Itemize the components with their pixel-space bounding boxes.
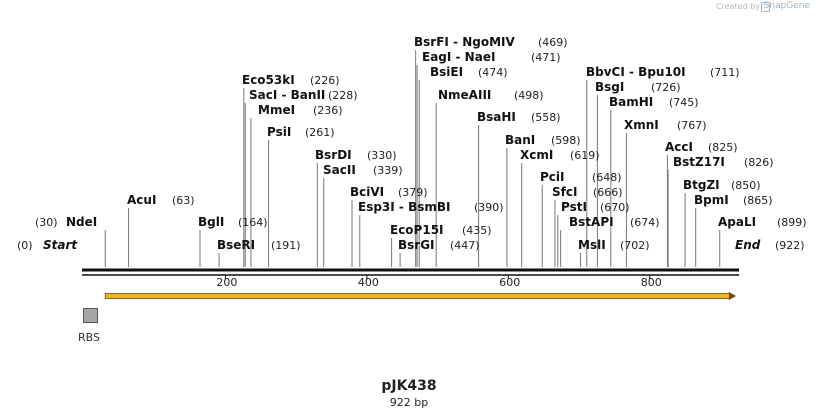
site-position-bsahi: (558): [531, 111, 561, 124]
site-label-start[interactable]: Start: [43, 238, 78, 252]
site-position-xmni: (767): [677, 119, 707, 132]
site-position-esp3i-bsmbi: (390): [474, 201, 504, 214]
ruler-label-200: 200: [216, 276, 237, 289]
site-position-bsrfi-ngomiv: (469): [538, 36, 568, 49]
site-label-ecop15i[interactable]: EcoP15I: [390, 223, 444, 237]
site-label-acci[interactable]: AccI: [665, 140, 693, 154]
site-label-bgli[interactable]: BglI: [198, 215, 224, 229]
credit-brand: SnapGene: [763, 1, 810, 11]
site-position-bseri: (191): [271, 239, 301, 252]
site-label-pcii[interactable]: PciI: [540, 170, 565, 184]
ruler-label-800: 800: [641, 276, 662, 289]
credit-text: Created by: [715, 2, 760, 11]
site-position-bstapi: (674): [630, 216, 660, 229]
site-position-ndei: (30): [35, 216, 58, 229]
snapgene-logo-icon: [761, 2, 770, 12]
site-position-bsrdi: (330): [367, 149, 397, 162]
orf-arrow-body[interactable]: [104, 293, 731, 299]
plasmid-size: 922 bp: [389, 396, 429, 409]
site-position-end: (922): [775, 239, 805, 252]
site-label-btgzi[interactable]: BtgZI: [683, 178, 720, 192]
site-position-bpmi: (865): [743, 194, 773, 207]
site-position-apali: (899): [777, 216, 807, 229]
site-position-pcii: (648): [592, 171, 622, 184]
site-label-bstapi[interactable]: BstAPI: [569, 215, 614, 229]
site-label-bamhi[interactable]: BamHI: [609, 95, 653, 109]
ruler-label-400: 400: [358, 276, 379, 289]
rbs-feature-label: RBS: [78, 331, 100, 344]
site-position-bstz17i: (826): [744, 156, 774, 169]
site-label-sfci[interactable]: SfcI: [552, 185, 577, 199]
site-position-start: (0): [17, 239, 33, 252]
site-label-bsrfi-ngomiv[interactable]: BsrFI - NgoMIV: [414, 35, 515, 49]
site-label-msli[interactable]: MslI: [578, 238, 606, 252]
site-label-xmni[interactable]: XmnI: [624, 118, 659, 132]
site-position-eagi-naei: (471): [531, 51, 561, 64]
site-label-bpmi[interactable]: BpmI: [694, 193, 729, 207]
ruler-label-600: 600: [499, 276, 520, 289]
site-label-nmeaiii[interactable]: NmeAIII: [438, 88, 491, 102]
site-position-saci-banii: (228): [328, 89, 358, 102]
site-position-acci: (825): [708, 141, 738, 154]
site-label-bsrgi[interactable]: BsrGI: [398, 238, 435, 252]
site-position-acui: (63): [172, 194, 195, 207]
site-position-bamhi: (745): [669, 96, 699, 109]
site-position-sacii: (339): [373, 164, 403, 177]
site-position-psii: (261): [305, 126, 335, 139]
site-label-sacii[interactable]: SacII: [323, 163, 356, 177]
site-label-xcmi[interactable]: XcmI: [520, 148, 553, 162]
site-label-bsahi[interactable]: BsaHI: [477, 110, 516, 124]
site-position-mmei: (236): [313, 104, 343, 117]
site-position-bbvci-bpu10i: (711): [710, 66, 740, 79]
site-label-bsrdi[interactable]: BsrDI: [315, 148, 352, 162]
rbs-feature-box[interactable]: [83, 308, 98, 323]
site-label-bsiei[interactable]: BsiEI: [430, 65, 463, 79]
site-position-eco53ki: (226): [310, 74, 340, 87]
site-label-saci-banii[interactable]: SacI - BanII: [249, 88, 325, 102]
site-position-bsiei: (474): [478, 66, 508, 79]
site-position-bcivi: (379): [398, 186, 428, 199]
plasmid-title: pJK438: [381, 378, 437, 394]
site-label-esp3i-bsmbi[interactable]: Esp3I - BsmBI: [358, 200, 450, 214]
site-position-btgzi: (850): [731, 179, 761, 192]
orf-arrowhead-icon: [729, 292, 736, 300]
site-label-mmei[interactable]: MmeI: [258, 103, 295, 117]
site-position-bgli: (164): [238, 216, 268, 229]
site-label-psti[interactable]: PstI: [561, 200, 587, 214]
site-label-bcivi[interactable]: BciVI: [350, 185, 384, 199]
site-label-bsgi[interactable]: BsgI: [595, 80, 624, 94]
site-label-psii[interactable]: PsiI: [267, 125, 291, 139]
site-label-eco53ki[interactable]: Eco53kI: [242, 73, 295, 87]
site-label-end[interactable]: End: [735, 238, 761, 252]
site-position-xcmi: (619): [570, 149, 600, 162]
site-position-psti: (670): [600, 201, 630, 214]
site-label-bstz17i[interactable]: BstZ17I: [673, 155, 725, 169]
site-label-ndei[interactable]: NdeI: [66, 215, 97, 229]
site-label-apali[interactable]: ApaLI: [718, 215, 756, 229]
site-position-bsgi: (726): [651, 81, 681, 94]
site-position-sfci: (666): [593, 186, 623, 199]
site-label-bbvci-bpu10i[interactable]: BbvCI - Bpu10I: [586, 65, 686, 79]
site-position-nmeaiii: (498): [514, 89, 544, 102]
site-position-msli: (702): [620, 239, 650, 252]
site-label-eagi-naei[interactable]: EagI - NaeI: [422, 50, 495, 64]
site-label-bani[interactable]: BanI: [505, 133, 535, 147]
site-position-bani: (598): [551, 134, 581, 147]
site-position-bsrgi: (447): [450, 239, 480, 252]
site-position-ecop15i: (435): [462, 224, 492, 237]
site-label-acui[interactable]: AcuI: [127, 193, 156, 207]
site-label-bseri[interactable]: BseRI: [217, 238, 255, 252]
